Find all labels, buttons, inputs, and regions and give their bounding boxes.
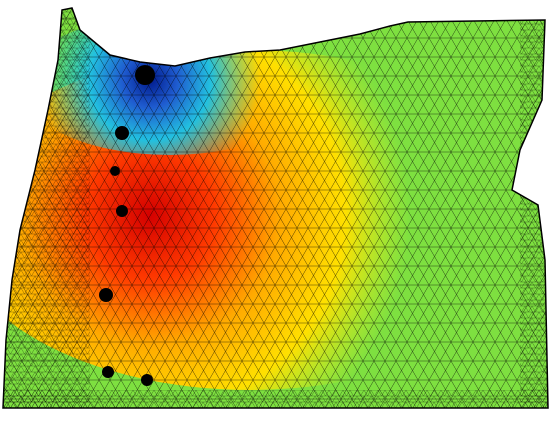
refinement-point [135,65,155,85]
fine-mesh-bottom [3,390,548,408]
refinement-point [102,366,114,378]
refinement-point [110,166,120,176]
refinement-point [115,126,129,140]
fine-mesh [3,8,90,408]
refinement-point [141,374,153,386]
refinement-point [116,205,128,217]
state-outline [2,7,549,409]
fine-mesh-right [520,8,548,408]
refinement-points [99,65,155,386]
refinement-point [99,288,113,302]
